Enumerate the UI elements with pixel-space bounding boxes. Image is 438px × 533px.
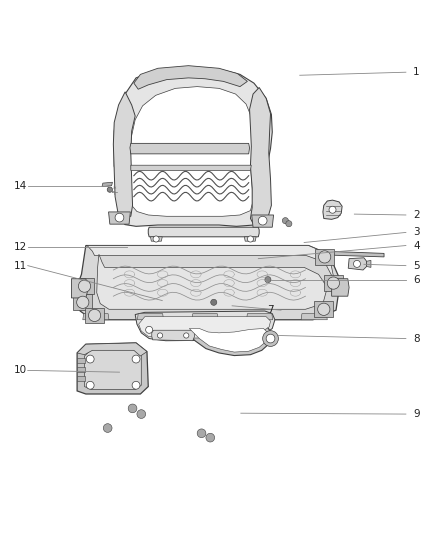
Polygon shape (75, 278, 94, 294)
Circle shape (137, 410, 146, 418)
Polygon shape (192, 313, 218, 320)
Polygon shape (77, 343, 147, 356)
Polygon shape (301, 313, 327, 320)
Circle shape (247, 236, 254, 242)
Text: 9: 9 (413, 409, 420, 419)
Polygon shape (85, 348, 141, 390)
Polygon shape (83, 313, 109, 320)
Polygon shape (315, 249, 334, 265)
Text: 1: 1 (413, 67, 420, 77)
Text: 12: 12 (14, 242, 27, 252)
Circle shape (265, 277, 271, 282)
Polygon shape (76, 246, 340, 320)
Circle shape (266, 334, 275, 343)
Polygon shape (71, 279, 88, 298)
Polygon shape (139, 317, 271, 338)
Circle shape (86, 381, 94, 389)
Polygon shape (77, 343, 148, 394)
Polygon shape (129, 87, 254, 216)
Polygon shape (113, 92, 135, 216)
Circle shape (318, 303, 330, 316)
Text: 10: 10 (14, 366, 27, 375)
Polygon shape (134, 66, 247, 89)
Circle shape (197, 429, 206, 438)
Circle shape (184, 333, 189, 338)
Text: 8: 8 (413, 334, 420, 344)
Circle shape (128, 404, 137, 413)
Circle shape (132, 381, 140, 389)
Polygon shape (323, 200, 342, 220)
Polygon shape (252, 215, 274, 227)
Polygon shape (138, 313, 163, 320)
Polygon shape (182, 322, 272, 356)
Polygon shape (247, 313, 273, 320)
Text: 3: 3 (413, 228, 420, 237)
Circle shape (329, 206, 336, 213)
Polygon shape (148, 227, 259, 237)
Text: 6: 6 (413, 274, 420, 285)
Circle shape (146, 326, 152, 333)
Text: 14: 14 (14, 181, 27, 191)
Polygon shape (173, 246, 384, 257)
Circle shape (283, 217, 288, 224)
Polygon shape (77, 376, 85, 381)
Circle shape (211, 299, 217, 305)
Circle shape (353, 261, 360, 268)
Text: 4: 4 (413, 240, 420, 251)
Text: 5: 5 (413, 261, 420, 271)
Circle shape (153, 236, 159, 242)
Polygon shape (189, 328, 268, 352)
Circle shape (107, 187, 113, 192)
Circle shape (258, 216, 267, 225)
Polygon shape (114, 67, 272, 227)
Text: *: * (113, 186, 117, 192)
Circle shape (77, 296, 89, 309)
Polygon shape (109, 212, 131, 224)
Circle shape (263, 330, 279, 346)
Polygon shape (87, 246, 334, 280)
Polygon shape (130, 143, 250, 154)
Polygon shape (332, 279, 349, 296)
Circle shape (88, 309, 101, 321)
Polygon shape (131, 165, 251, 171)
Circle shape (86, 355, 94, 363)
Circle shape (78, 280, 91, 292)
Polygon shape (97, 254, 327, 309)
Circle shape (103, 424, 112, 432)
Polygon shape (73, 294, 92, 310)
Polygon shape (77, 358, 85, 364)
Polygon shape (150, 237, 162, 241)
Polygon shape (250, 87, 272, 225)
Polygon shape (135, 311, 275, 341)
Text: 11: 11 (14, 261, 27, 271)
Polygon shape (85, 308, 104, 323)
Polygon shape (77, 367, 85, 372)
Circle shape (115, 213, 124, 222)
Polygon shape (324, 275, 343, 291)
Polygon shape (314, 302, 333, 317)
Circle shape (157, 333, 162, 338)
Text: 7: 7 (267, 305, 274, 315)
Circle shape (132, 355, 140, 363)
Polygon shape (367, 261, 371, 268)
Circle shape (206, 433, 215, 442)
Polygon shape (152, 330, 194, 341)
Polygon shape (348, 258, 367, 270)
Polygon shape (244, 237, 256, 241)
Polygon shape (102, 182, 113, 187)
Text: 2: 2 (413, 210, 420, 220)
Circle shape (318, 251, 331, 263)
Circle shape (327, 277, 339, 289)
Circle shape (286, 221, 292, 227)
